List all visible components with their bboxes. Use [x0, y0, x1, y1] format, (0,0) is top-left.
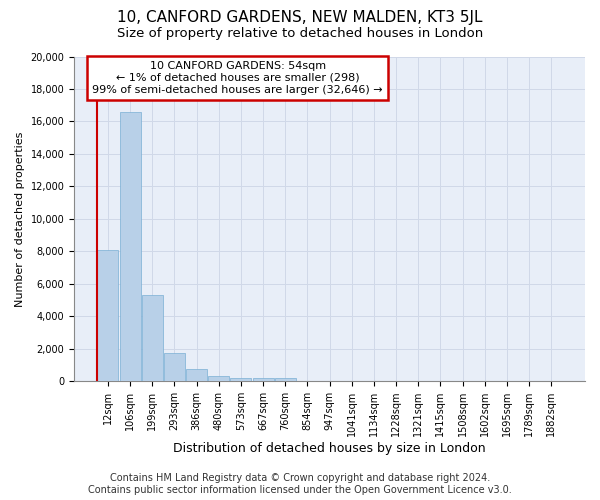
Text: 10, CANFORD GARDENS, NEW MALDEN, KT3 5JL: 10, CANFORD GARDENS, NEW MALDEN, KT3 5JL — [117, 10, 483, 25]
Bar — [119, 112, 140, 381]
Text: 10 CANFORD GARDENS: 54sqm
← 1% of detached houses are smaller (298)
99% of semi-: 10 CANFORD GARDENS: 54sqm ← 1% of detach… — [92, 62, 383, 94]
Bar — [253, 378, 274, 381]
Text: Contains HM Land Registry data © Crown copyright and database right 2024.
Contai: Contains HM Land Registry data © Crown c… — [88, 474, 512, 495]
Bar — [97, 250, 118, 381]
Bar — [164, 353, 185, 381]
Bar — [275, 378, 296, 381]
Bar — [142, 295, 163, 381]
Text: Size of property relative to detached houses in London: Size of property relative to detached ho… — [117, 28, 483, 40]
Bar — [186, 369, 207, 381]
Y-axis label: Number of detached properties: Number of detached properties — [15, 131, 25, 306]
Bar — [208, 376, 229, 381]
X-axis label: Distribution of detached houses by size in London: Distribution of detached houses by size … — [173, 442, 486, 455]
Bar — [230, 378, 251, 381]
